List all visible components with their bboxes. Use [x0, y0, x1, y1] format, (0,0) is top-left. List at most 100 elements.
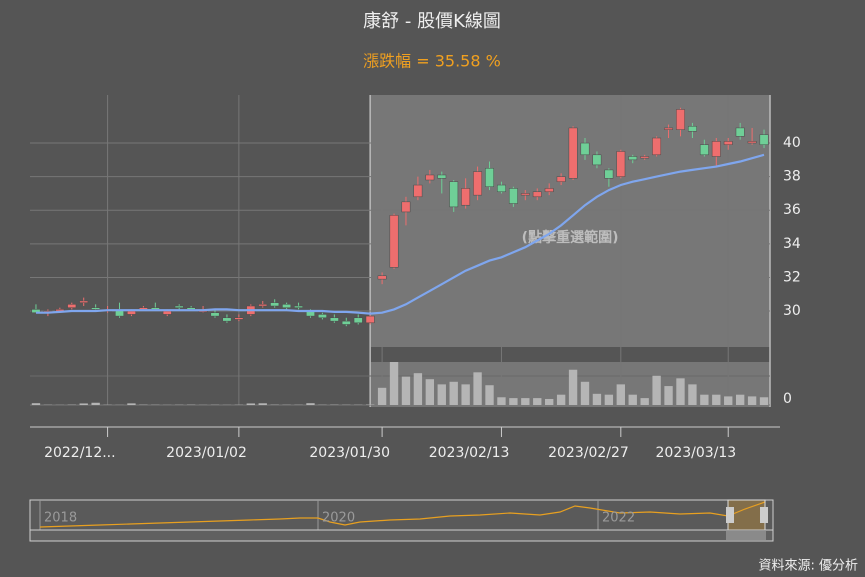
candle-body [532, 191, 542, 198]
y-tick-label: 40 [783, 135, 801, 151]
candle-body [676, 109, 685, 130]
volume-bar [724, 396, 733, 405]
candle-body [520, 193, 530, 196]
volume-bar [258, 403, 267, 405]
candle-body [664, 127, 673, 130]
volume-bar [640, 398, 649, 405]
navigator-frame [29, 499, 774, 531]
volume-bar [246, 403, 255, 405]
volume-bar [91, 402, 100, 405]
volume-bar [425, 379, 435, 405]
candle-body [437, 174, 447, 179]
candle-body [282, 304, 292, 308]
candle-body [449, 181, 459, 208]
volume-bar [712, 394, 721, 405]
candle-body [425, 174, 435, 181]
volume-bar [31, 403, 41, 405]
scrollbar-thumb[interactable] [726, 531, 766, 540]
candle-body [174, 305, 184, 308]
volume-bar [437, 384, 446, 405]
volume-bar [592, 393, 602, 405]
volume-bar [628, 394, 637, 405]
volume-bar [449, 381, 458, 405]
volume-bar [461, 384, 470, 405]
x-tick-label: 2023/02/13 [429, 445, 510, 461]
candle-body [723, 141, 733, 145]
candle-body [485, 167, 494, 187]
volume-bar [664, 386, 673, 405]
source-note: 資料來源: 優分析 [758, 559, 858, 574]
volume-bar [676, 378, 685, 405]
candle-body [162, 310, 172, 315]
volume-bar [747, 396, 757, 405]
volume-bar [556, 394, 566, 405]
candle-body [401, 201, 411, 213]
candle-body [258, 304, 268, 307]
navigator-line [39, 501, 766, 528]
candle-body [294, 305, 303, 308]
y-tick-label: 32 [783, 269, 801, 285]
candle-body [317, 314, 327, 319]
volume-bar [580, 381, 590, 405]
candle-body [759, 134, 769, 145]
candle-body [127, 310, 136, 315]
navigator[interactable]: 2018 2020 2022 [29, 499, 774, 542]
volume-bar [79, 403, 88, 405]
candle-body [473, 171, 483, 196]
volume-bar [735, 394, 745, 405]
candle-body [389, 215, 399, 268]
volume-bar [485, 385, 494, 405]
x-tick-label: 2022/12... [44, 445, 116, 461]
volume-bar [389, 362, 399, 405]
candle-body [544, 188, 554, 193]
candle-body [616, 151, 626, 177]
candle-body [31, 309, 41, 313]
candle-body [270, 302, 280, 307]
candle-body [604, 169, 614, 179]
volume-bar [306, 403, 315, 405]
candle-body [687, 125, 697, 132]
candle-body [652, 137, 662, 156]
y-tick-label: 36 [783, 202, 801, 218]
navigator-label: 2018 [44, 511, 77, 526]
volume-bar [497, 397, 506, 405]
x-tick-label: 2023/02/27 [548, 445, 629, 461]
candle-body [91, 307, 101, 310]
volume-tick-label: 0 [783, 391, 792, 407]
candle-body [210, 312, 220, 317]
volume-bar [401, 376, 411, 405]
candle-body [329, 317, 339, 322]
x-tick-label: 2023/01/02 [166, 445, 247, 461]
volume-bar [568, 369, 578, 405]
candle-body [747, 141, 757, 144]
navigator-label: 2022 [602, 511, 635, 526]
volume-bar [377, 387, 387, 405]
candle-body [234, 317, 244, 320]
candle-body [592, 154, 602, 166]
x-tick-label: 2023/03/13 [656, 445, 737, 461]
y-tick-label: 34 [783, 236, 801, 252]
scrollbar[interactable] [29, 529, 774, 542]
candle-body [497, 184, 506, 193]
candle-body [556, 176, 566, 182]
candle-body [341, 320, 351, 325]
volume-bar [413, 373, 423, 405]
candle-body [461, 188, 471, 206]
navigator-handle[interactable] [760, 507, 768, 523]
y-tick-label: 30 [783, 303, 801, 319]
candle-body [699, 144, 709, 156]
candle-body [222, 317, 232, 322]
volume-bar [127, 403, 136, 405]
navigator-handle[interactable] [726, 507, 734, 523]
x-tick-label: 2023/01/30 [309, 445, 390, 461]
volume-bar [545, 398, 554, 405]
candle-body [79, 300, 89, 303]
volume-bar [473, 372, 482, 405]
candle-body [640, 156, 650, 159]
navigator-label: 2020 [322, 511, 355, 526]
volume-bar [759, 397, 769, 405]
candle-body [711, 141, 721, 157]
candle-body [580, 142, 590, 156]
volume-bar [616, 384, 625, 405]
